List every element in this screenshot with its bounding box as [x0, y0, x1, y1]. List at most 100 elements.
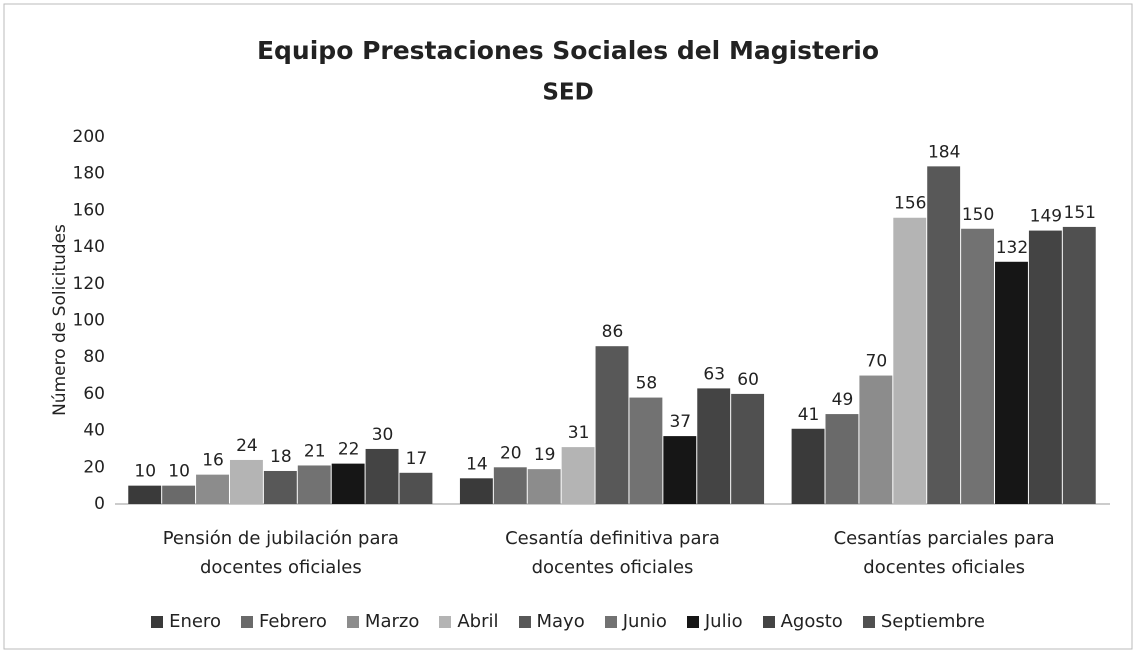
bar [961, 228, 995, 504]
data-label: 41 [798, 405, 820, 425]
bar [331, 463, 365, 504]
data-label: 30 [372, 425, 394, 445]
data-label: 58 [636, 374, 658, 394]
bar [791, 428, 825, 504]
chart-border [3, 3, 1133, 650]
legend-label: Agosto [780, 611, 843, 632]
y-tick-label: 60 [83, 384, 105, 404]
data-label: 63 [703, 364, 725, 384]
legend-label: Febrero [258, 611, 327, 632]
y-tick-label: 40 [83, 421, 105, 441]
bar [297, 465, 331, 504]
bar [893, 217, 927, 505]
legend-item: Junio [604, 611, 667, 632]
y-tick-label: 0 [94, 494, 105, 514]
bar [263, 470, 297, 504]
y-tick-label: 180 [73, 164, 105, 184]
bar [595, 346, 629, 504]
legend-label: Abril [457, 611, 499, 632]
bar [365, 448, 399, 504]
x-tick-label: Cesantía definitiva para docentes oficia… [505, 528, 720, 578]
legend-swatch [862, 616, 875, 628]
data-label: 21 [304, 441, 326, 461]
y-tick-label: 140 [73, 237, 105, 257]
bar [927, 166, 961, 505]
data-label: 132 [996, 238, 1028, 258]
legend-label: Septiembre [880, 611, 985, 632]
data-label: 10 [134, 462, 156, 482]
y-tick-label: 120 [73, 274, 105, 294]
bar [697, 388, 731, 504]
legend-item: Agosto [762, 611, 843, 632]
bar [527, 469, 561, 504]
y-axis-label: Número de Solicitudes [50, 224, 70, 416]
legend-swatch [762, 616, 775, 628]
legend-item: Abril [439, 611, 499, 632]
y-tick-label: 80 [83, 347, 105, 367]
legend-swatch [604, 616, 617, 628]
legend-label: Mayo [536, 611, 585, 632]
data-label: 20 [500, 443, 522, 463]
data-label: 184 [928, 142, 960, 162]
legend-label: Marzo [364, 611, 420, 632]
bar [196, 474, 229, 504]
legend-swatch [686, 616, 699, 628]
legend-label: Junio [622, 611, 667, 632]
legend: Enero Febrero Marzo Abril Mayo Junio Julio Agos… [0, 611, 1136, 632]
bar [162, 485, 196, 504]
data-label: 149 [1030, 207, 1062, 227]
data-label: 151 [1064, 203, 1096, 223]
legend-label: Enero [169, 611, 221, 632]
legend-label: Julio [704, 611, 743, 632]
data-label: 60 [737, 370, 759, 390]
legend-swatch [240, 616, 253, 628]
data-label: 86 [602, 322, 624, 342]
data-label: 22 [338, 440, 360, 460]
x-tick-label: Cesantías parciales para docentes oficia… [833, 528, 1055, 578]
data-label: 70 [866, 352, 888, 372]
y-tick-label: 200 [73, 127, 105, 147]
legend-item: Mayo [518, 611, 585, 632]
bar [399, 472, 433, 504]
bar [731, 393, 765, 504]
legend-item: Febrero [240, 611, 327, 632]
data-label: 31 [568, 423, 590, 443]
data-label: 24 [236, 436, 258, 456]
bar [629, 397, 663, 504]
y-tick-label: 20 [83, 457, 105, 477]
data-label: 19 [534, 445, 556, 465]
bar [995, 261, 1028, 504]
bar [663, 436, 697, 504]
data-label: 16 [202, 451, 224, 471]
legend-item: Julio [686, 611, 743, 632]
legend-item: Septiembre [862, 611, 985, 632]
bar [859, 375, 893, 504]
data-label: 17 [406, 449, 428, 469]
y-tick-label: 100 [73, 311, 105, 331]
bar [1062, 226, 1096, 505]
bar [493, 467, 527, 504]
bar [128, 485, 162, 504]
chart-title: Equipo Prestaciones Sociales del Magiste… [257, 36, 879, 65]
legend-swatch [518, 616, 531, 628]
legend-item: Enero [151, 611, 221, 632]
bar [825, 414, 859, 504]
bar [459, 478, 493, 504]
data-label: 156 [894, 194, 926, 214]
x-tick-label: Pensión de jubilación para docentes ofic… [162, 528, 399, 578]
data-label: 37 [669, 412, 691, 432]
bar [561, 447, 595, 504]
legend-swatch [346, 616, 359, 628]
data-label: 10 [168, 462, 190, 482]
legend-swatch [439, 616, 452, 628]
legend-swatch [151, 616, 164, 628]
data-label: 49 [832, 390, 854, 410]
data-label: 18 [270, 447, 292, 467]
bar [229, 459, 263, 504]
chart-subtitle: SED [542, 80, 593, 106]
data-label: 14 [466, 454, 488, 474]
legend-item: Marzo [346, 611, 420, 632]
y-tick-label: 160 [73, 200, 105, 220]
